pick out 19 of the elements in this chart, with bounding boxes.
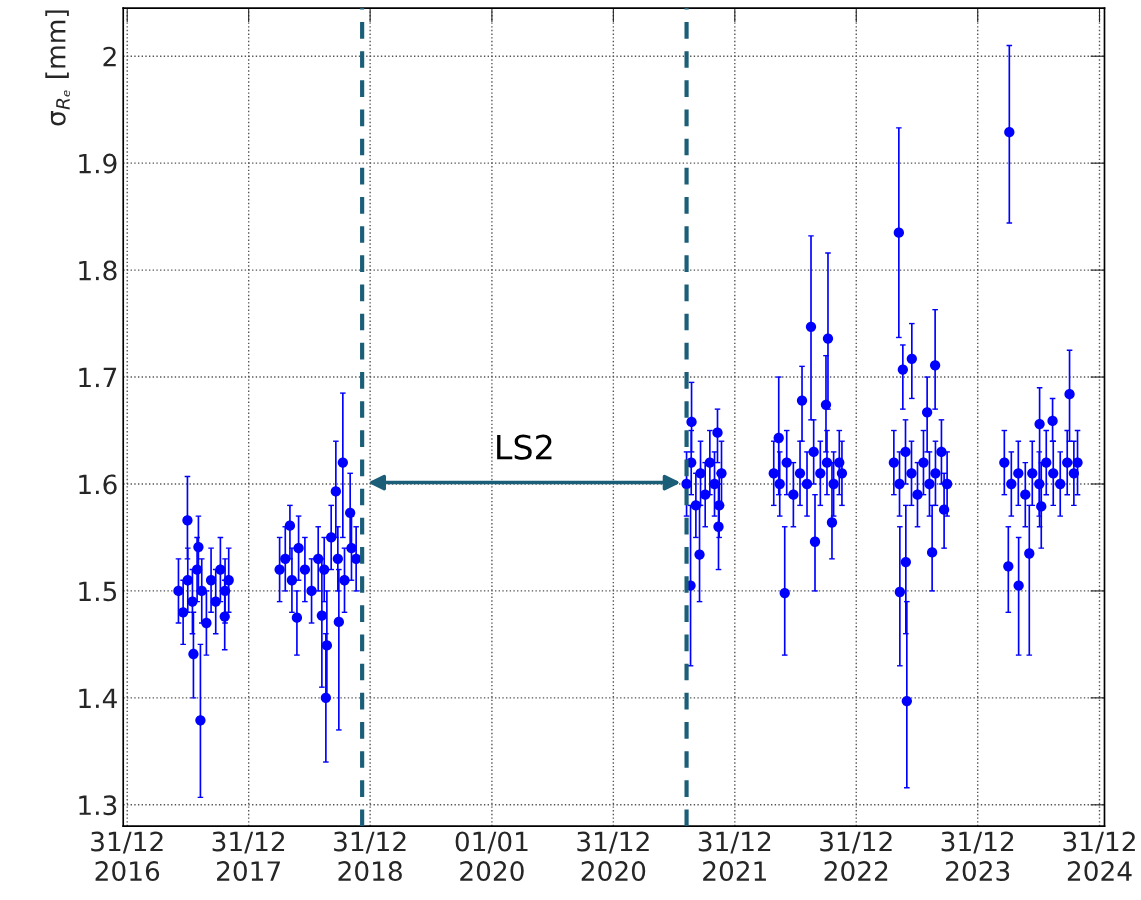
x-tick-label: 31/12 2023: [941, 831, 1014, 882]
x-tick-label: 31/12 2020: [577, 831, 649, 882]
y-tick-label: 1.4: [79, 688, 117, 708]
x-tick-label: 31/12 2024: [1063, 831, 1135, 882]
annotation: LS2: [497, 434, 552, 460]
y-tick-label: 1.8: [79, 260, 117, 281]
x-tick-label: 31/12 2017: [212, 831, 285, 882]
x-tick-label: 01/01 2020: [455, 831, 528, 882]
x-tick-label: 31/12 2022: [820, 831, 892, 882]
y-axis-title: σ$_{Rₑ}$ [mm]: [45, 10, 70, 126]
y-tick-label: 1.5: [79, 581, 117, 602]
y-tick-label: 1.3: [79, 795, 117, 816]
x-tick-label: 31/12 2021: [698, 831, 771, 882]
y-tick-label: 1.9: [79, 153, 117, 174]
x-tick-label: 31/12 2018: [334, 831, 406, 882]
x-tick-label: 31/12 2016: [91, 831, 163, 882]
y-tick-label: 1.6: [79, 474, 117, 495]
y-tick-label: 1.7: [79, 367, 117, 388]
y-tick-label: 2: [103, 46, 116, 67]
